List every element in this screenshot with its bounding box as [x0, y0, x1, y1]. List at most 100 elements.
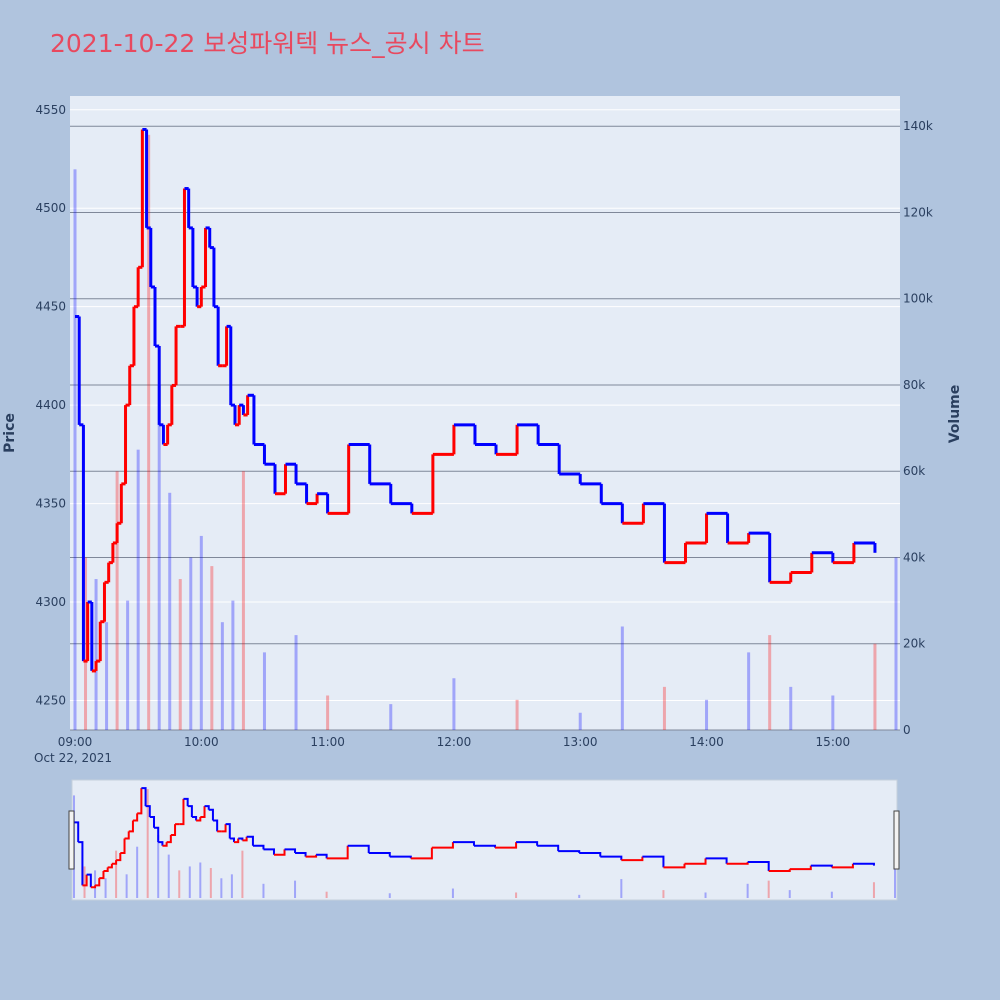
slider-volume-bar	[704, 892, 707, 898]
time-tick-labels: 09:00 10:00 11:00 12:00 13:00 14:00 15:00	[58, 735, 850, 749]
slider-candle	[410, 847, 433, 860]
time-tick-label: 15:00	[816, 735, 851, 749]
slider-candle	[141, 787, 147, 807]
slider-candle	[120, 838, 126, 854]
time-tick-label: 12:00	[437, 735, 472, 749]
slider-candle	[495, 842, 518, 849]
slider-candle	[132, 813, 139, 822]
slider-candle	[208, 808, 214, 821]
range-slider-handle-right[interactable]	[893, 810, 900, 870]
volume-bar	[115, 471, 119, 730]
price-tick-label: 4350	[35, 497, 66, 511]
slider-volume-bar	[788, 890, 791, 898]
volume-bar	[831, 695, 835, 730]
price-tick-label: 4400	[35, 398, 66, 412]
slider-candle	[663, 863, 686, 869]
slider-candle	[196, 816, 202, 822]
slider-candle	[284, 848, 297, 853]
slider-candle	[107, 863, 113, 869]
slider-candle	[191, 815, 198, 821]
slider-candle	[82, 874, 88, 887]
volume-tick-label: 20k	[903, 637, 925, 651]
volume-bar	[262, 652, 266, 730]
y-axis-title: Price	[2, 413, 18, 453]
volume-bar	[147, 134, 151, 730]
slider-candle	[242, 836, 248, 842]
slider-volume-bar	[294, 880, 297, 898]
slider-candle	[204, 805, 210, 810]
range-slider-preview	[73, 787, 896, 898]
slider-candle	[705, 857, 728, 864]
slider-candle	[74, 821, 80, 843]
slider-volume-bar	[451, 888, 454, 898]
slider-volume-bar	[262, 883, 265, 898]
candles	[75, 127, 877, 673]
slider-candle	[149, 815, 155, 828]
volume-bar	[326, 695, 330, 730]
slider-candle	[326, 845, 349, 860]
slider-volume-bar	[220, 878, 223, 898]
volume-tick-label: 100k	[903, 292, 933, 306]
plot-area	[70, 96, 900, 730]
slider-candle	[537, 844, 560, 852]
slider-candle	[111, 860, 118, 865]
slider-candle	[137, 788, 143, 815]
slider-volume-bar	[115, 850, 118, 898]
volume-bar	[220, 622, 224, 730]
slider-volume-bar	[230, 874, 233, 898]
slider-volume-bar	[157, 834, 160, 898]
slider-candle	[212, 819, 219, 832]
volume-bar	[231, 600, 235, 730]
slider-candle	[221, 824, 227, 833]
volume-bar	[157, 384, 161, 730]
volume-bar	[210, 566, 214, 730]
slider-candle	[600, 855, 623, 861]
slider-volume-bar	[872, 882, 875, 898]
volume-bar	[894, 557, 898, 730]
slider-candle	[128, 820, 134, 833]
range-slider[interactable]	[71, 779, 898, 901]
volume-bar	[105, 622, 109, 730]
slider-volume-bar	[83, 866, 86, 898]
slider-candle	[246, 835, 254, 846]
volume-bar	[178, 579, 182, 730]
range-slider-handle-left[interactable]	[68, 810, 75, 870]
slider-candle	[162, 842, 168, 847]
slider-candle	[124, 831, 130, 840]
time-tick-label: 13:00	[563, 735, 598, 749]
volume-bar	[705, 699, 709, 730]
slider-volume-bar	[830, 891, 833, 898]
slider-candle	[99, 870, 105, 880]
slider-candle	[263, 848, 275, 855]
slider-volume-bar	[388, 893, 391, 898]
slider-candle	[273, 849, 286, 856]
slider-candle	[431, 842, 454, 849]
slider-volume-bar	[767, 880, 770, 898]
slider-candle	[252, 844, 265, 850]
price-tick-label: 4500	[35, 201, 66, 215]
slider-volume-bar	[199, 862, 202, 898]
price-tick-label: 4450	[35, 300, 66, 314]
slider-volume-bar	[146, 789, 149, 898]
volume-bar	[126, 600, 130, 730]
volume-bar	[189, 557, 193, 730]
volume-bar	[94, 579, 98, 730]
slider-candle	[95, 878, 101, 887]
volume-bar	[168, 492, 172, 730]
price-tick-labels: 4250 4300 4350 4400 4450 4500 4550	[35, 103, 66, 708]
slider-volume-bar	[241, 850, 244, 898]
volume-bar	[747, 652, 751, 730]
slider-candle	[747, 860, 770, 871]
slider-volume-bar	[136, 846, 139, 898]
volume-tick-labels: 0 20k 40k 60k 80k 100k 120k 140k	[903, 119, 933, 737]
slider-volume-bar	[746, 883, 749, 898]
volume-bar	[73, 169, 77, 731]
volume-bar	[294, 635, 298, 730]
volume-bar	[389, 704, 393, 730]
volume-gridlines	[70, 125, 900, 731]
volume-bar	[789, 686, 793, 730]
time-tick-label: 14:00	[689, 735, 724, 749]
time-tick-label: 09:00	[58, 735, 93, 749]
volume-tick-label: 0	[903, 723, 911, 737]
volume-bar	[662, 686, 666, 730]
